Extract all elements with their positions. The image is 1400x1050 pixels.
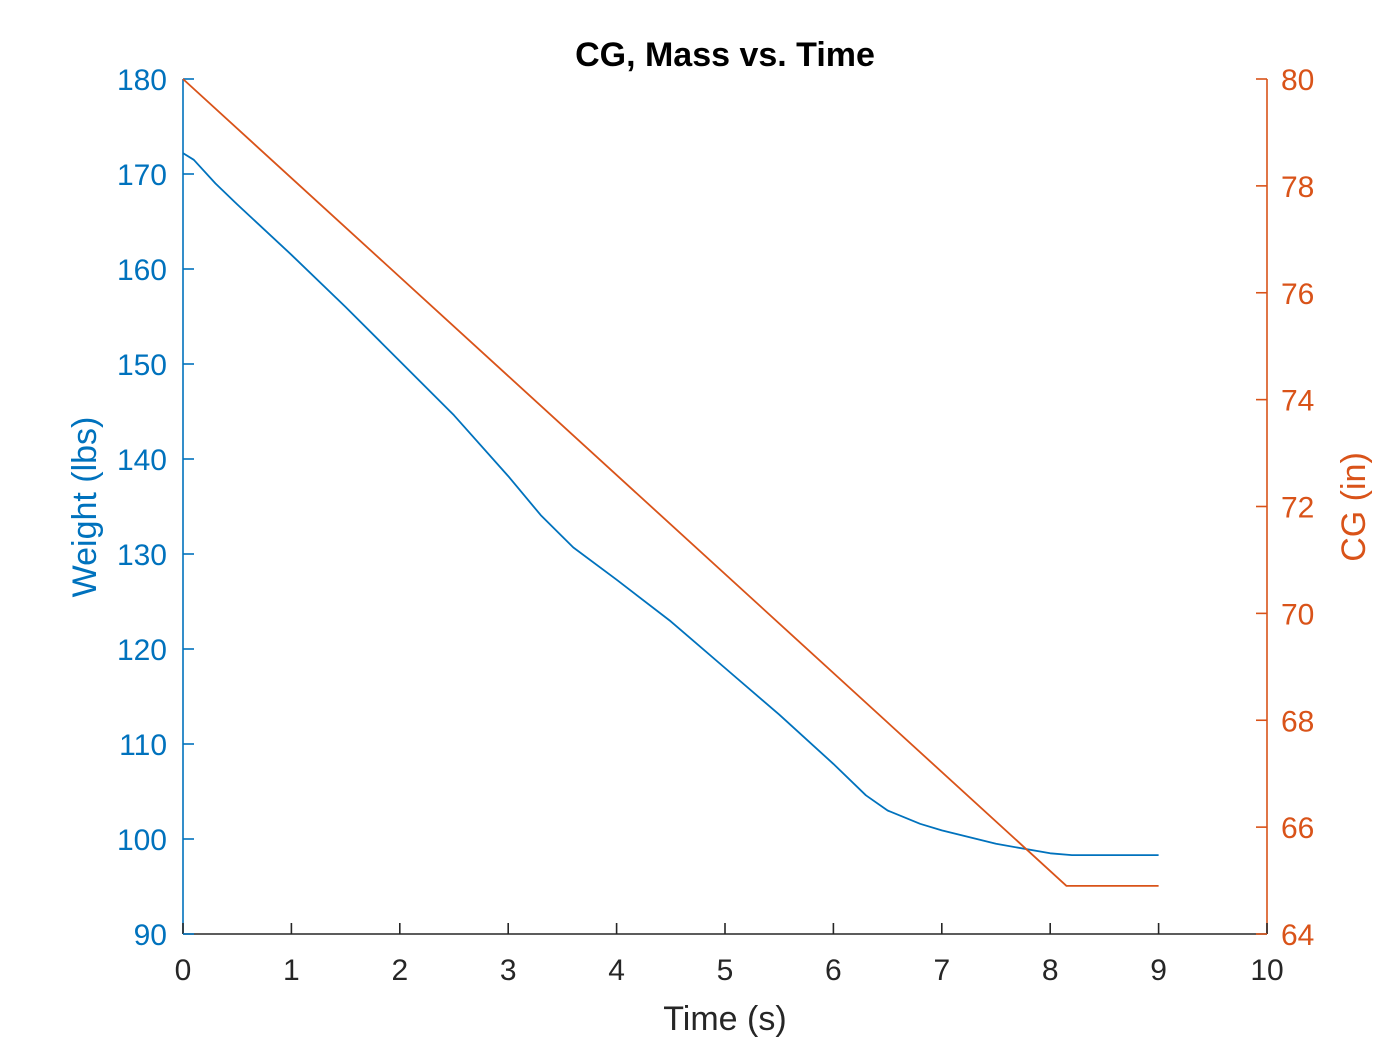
y-tick-label-right: 76 xyxy=(1281,278,1314,311)
tick-labels: 0 1 2 3 4 5 6 7 8 9 109010011012013014015016017018… xyxy=(117,64,1314,987)
y-tick-label-right: 78 xyxy=(1281,171,1314,204)
y-tick-label-right: 66 xyxy=(1281,812,1314,845)
y-tick-label-left: 180 xyxy=(117,64,167,97)
y-tick-label-right: 72 xyxy=(1281,492,1314,525)
y-tick-label-left: 120 xyxy=(117,634,167,667)
x-tick-label: 10 xyxy=(1250,954,1283,987)
chart-title: CG, Mass vs. Time xyxy=(575,36,875,74)
x-tick-label: 1 xyxy=(283,954,300,987)
y-axis-label-right: CG (in) xyxy=(1335,452,1373,562)
x-tick-label: 2 xyxy=(391,954,408,987)
y-tick-label-right: 68 xyxy=(1281,705,1314,738)
y-tick-label-left: 140 xyxy=(117,444,167,477)
y-tick-label-right: 64 xyxy=(1281,919,1314,952)
x-tick-label: 8 xyxy=(1042,954,1059,987)
y-tick-label-left: 100 xyxy=(117,824,167,857)
y-tick-label-left: 160 xyxy=(117,254,167,287)
x-tick-label: 3 xyxy=(500,954,517,987)
cg-series-line xyxy=(182,78,1159,887)
y-tick-label-right: 80 xyxy=(1281,64,1314,97)
x-tick-label: 9 xyxy=(1150,954,1167,987)
series-lines xyxy=(182,78,1159,887)
y-tick-label-left: 170 xyxy=(117,159,167,192)
y-tick-label-right: 70 xyxy=(1281,598,1314,631)
y-tick-label-left: 130 xyxy=(117,539,167,572)
x-tick-label: 0 xyxy=(175,954,192,987)
y-tick-label-left: 150 xyxy=(117,349,167,382)
y-tick-label-left: 110 xyxy=(119,729,167,762)
axes xyxy=(182,79,1268,935)
y-tick-label-right: 74 xyxy=(1281,385,1314,418)
x-tick-label: 5 xyxy=(717,954,734,987)
x-tick-label: 4 xyxy=(608,954,625,987)
x-tick-label: 6 xyxy=(825,954,842,987)
x-axis-label: Time (s) xyxy=(663,1000,786,1038)
x-tick-label: 7 xyxy=(933,954,950,987)
tick-marks xyxy=(182,78,1268,935)
weight-series-line xyxy=(182,152,1159,856)
y-axis-label-left: Weight (lbs) xyxy=(66,417,104,598)
y-tick-label-left: 90 xyxy=(134,919,167,952)
